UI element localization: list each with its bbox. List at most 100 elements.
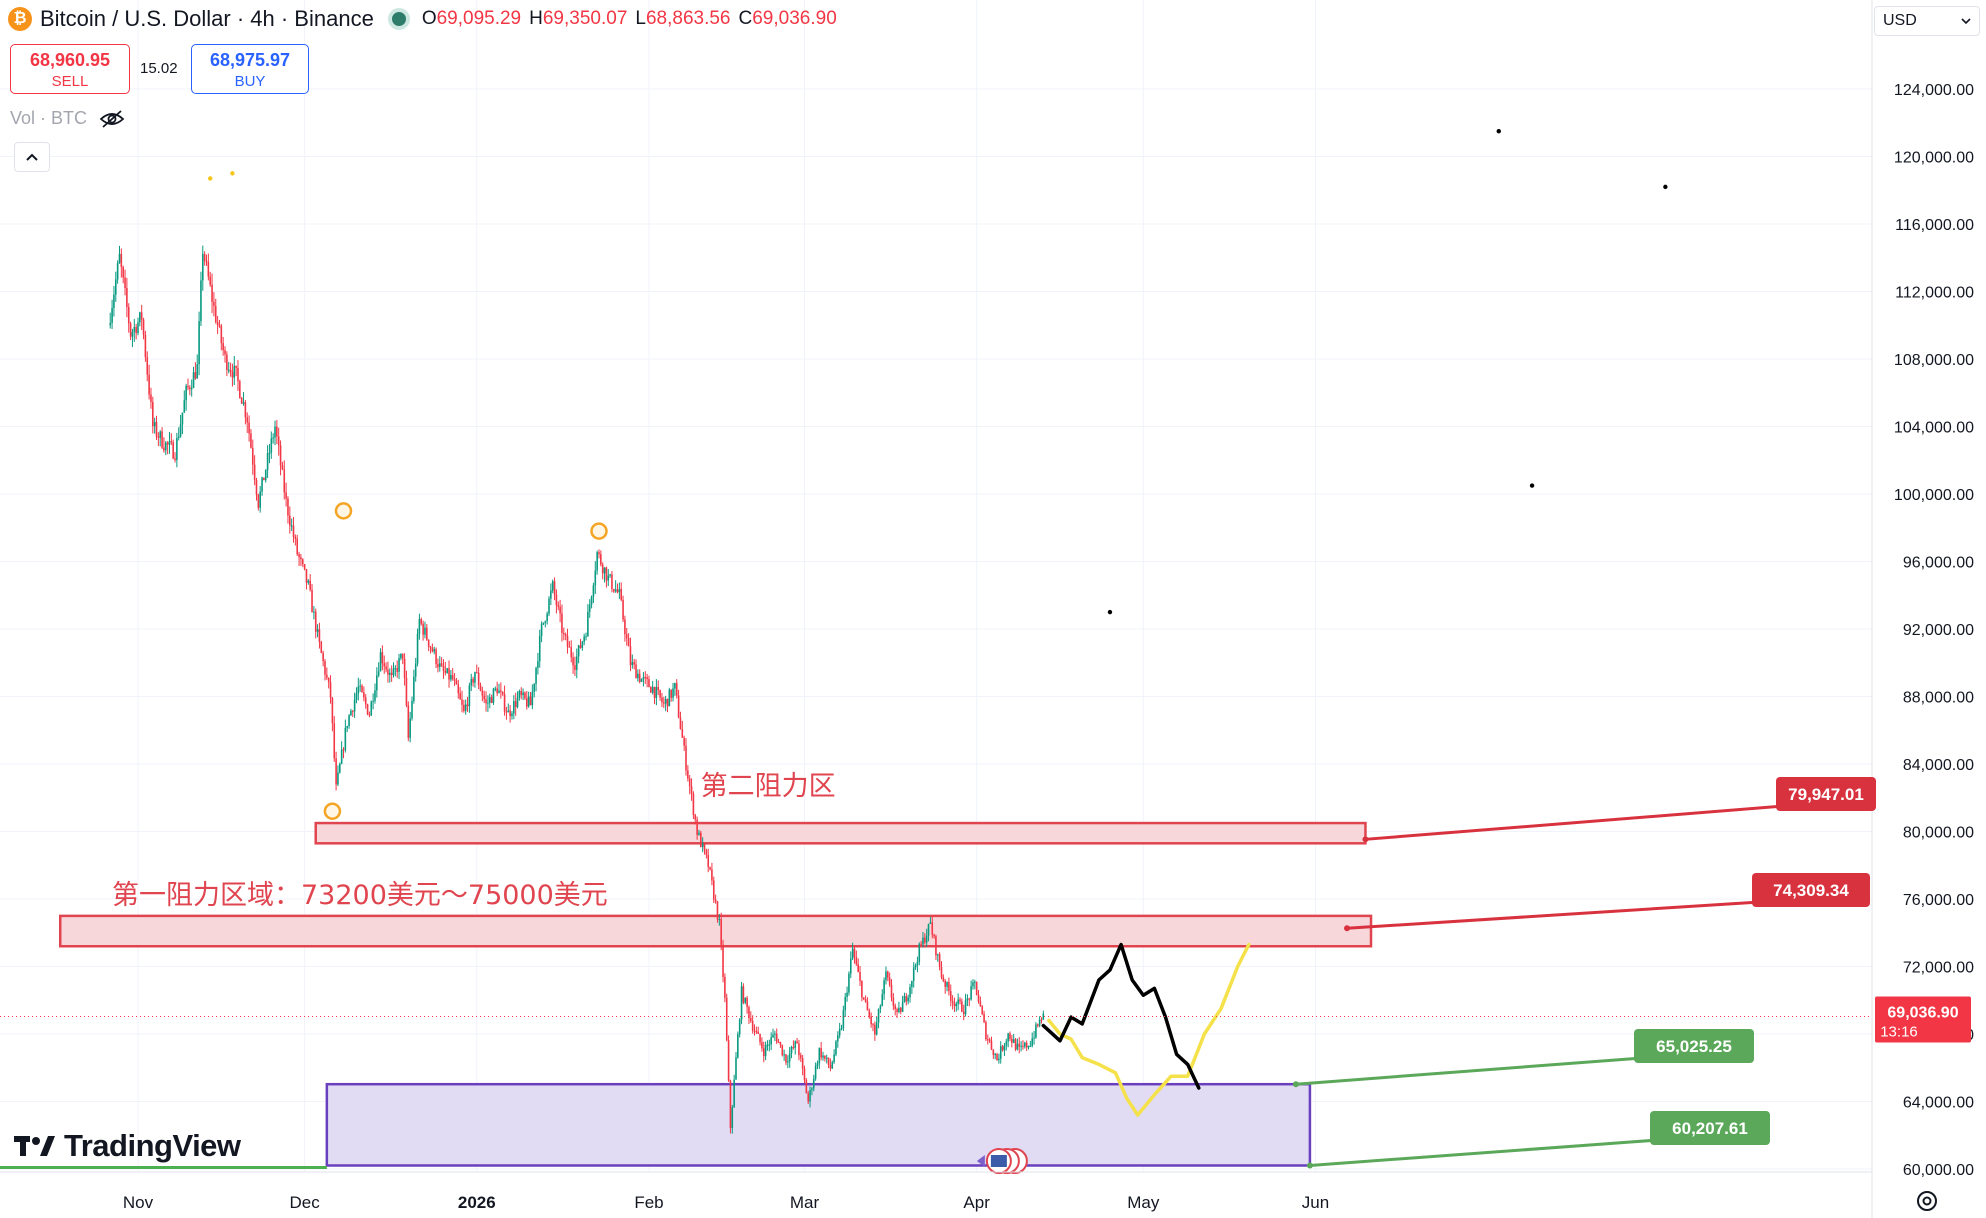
scatter-dot (1529, 483, 1535, 488)
candle-body (887, 971, 889, 978)
candle-body (381, 652, 384, 664)
candle-body (409, 718, 411, 738)
buy-label: BUY (234, 73, 266, 90)
candle-body (174, 458, 176, 461)
collapse-legend-button[interactable] (14, 142, 50, 172)
candle (988, 1037, 991, 1043)
candle-body (1040, 1019, 1043, 1021)
candle-body (163, 447, 165, 451)
candle-body (857, 964, 859, 972)
candle (418, 613, 421, 640)
candle-body (240, 397, 243, 404)
candle-body (209, 276, 212, 285)
candle (272, 433, 274, 444)
candle-body (463, 704, 465, 711)
candle (527, 691, 530, 708)
candle (470, 673, 473, 692)
resistance-zone (58, 914, 1373, 948)
candle (831, 1060, 834, 1070)
candle (1040, 1017, 1043, 1024)
candle (703, 842, 706, 855)
candle (892, 993, 895, 1011)
candle-body (453, 679, 456, 681)
chevron-up-icon (26, 153, 38, 161)
volume-legend[interactable]: Vol · BTC (10, 108, 125, 129)
candle (996, 1052, 998, 1061)
candle (824, 1055, 826, 1062)
candle (940, 961, 943, 980)
buy-button[interactable]: 68,975.97 BUY (191, 44, 309, 94)
candle (509, 705, 511, 723)
ohlc-low: L68,863.56 (635, 8, 731, 29)
candle (637, 669, 639, 682)
candle-body (801, 1058, 804, 1069)
candle-body (205, 261, 208, 263)
candle-body (446, 668, 448, 673)
candle (164, 441, 167, 456)
candle (333, 716, 336, 762)
candle (152, 396, 154, 434)
time-axis[interactable]: Nov Dec 2026 Feb Mar Apr May Jun (0, 1171, 1872, 1212)
candle (124, 269, 126, 296)
candle-body (949, 991, 952, 1001)
candle (451, 667, 454, 681)
candle-body (594, 570, 597, 586)
candle (503, 685, 506, 716)
candle-body (625, 634, 628, 639)
candle (566, 628, 569, 654)
candle-body (538, 635, 541, 662)
candle (609, 573, 611, 578)
y-tick-label: 100,000.00 (1894, 487, 1974, 504)
candle (838, 1022, 841, 1039)
candle (485, 691, 487, 712)
candle-body (298, 554, 300, 558)
candle-body (681, 728, 684, 738)
candle (611, 570, 613, 593)
candle (948, 977, 950, 996)
candle-body (844, 996, 847, 1011)
tradingview-logo[interactable]: TradingView (14, 1128, 241, 1164)
candle (577, 644, 580, 664)
gear-icon[interactable] (1914, 1188, 1940, 1214)
candle-body (231, 372, 234, 378)
candle (561, 604, 563, 642)
candle (724, 973, 726, 1003)
candle-body (490, 697, 493, 703)
candle-body (616, 589, 619, 593)
candle (761, 1037, 763, 1052)
candle-body (968, 998, 971, 1000)
eye-off-icon[interactable] (99, 109, 125, 129)
pivot-marker (334, 502, 353, 520)
candle (1001, 1044, 1004, 1052)
candle-body (962, 1011, 965, 1015)
candle-body (998, 1058, 1000, 1061)
candle-body (757, 1031, 760, 1034)
candle (827, 1057, 830, 1069)
candle-body (833, 1054, 835, 1062)
candle-body (183, 400, 186, 413)
candle (227, 361, 230, 374)
candle (792, 1040, 795, 1050)
candle (192, 366, 195, 389)
candle (203, 251, 206, 266)
candle-body (513, 701, 515, 714)
candle-body (651, 686, 654, 693)
candle-body (403, 658, 406, 678)
candle (483, 690, 486, 704)
candle (742, 983, 745, 1005)
symbol-title[interactable]: Bitcoin / U.S. Dollar · 4h · Binance (40, 6, 374, 31)
candle (538, 629, 541, 668)
candle (148, 364, 150, 400)
support-high-tag-text: 65,025.25 (1656, 1037, 1732, 1056)
candle-body (711, 869, 713, 881)
candle-body (659, 690, 661, 698)
candle-body (716, 901, 719, 920)
sell-button[interactable]: 68,960.95 SELL (10, 44, 130, 94)
candle (618, 582, 621, 600)
candle-body (703, 843, 706, 850)
candle-body (901, 1002, 904, 1012)
candle (518, 689, 521, 701)
currency-select[interactable]: USD (1874, 6, 1980, 36)
candle-body (283, 469, 286, 493)
